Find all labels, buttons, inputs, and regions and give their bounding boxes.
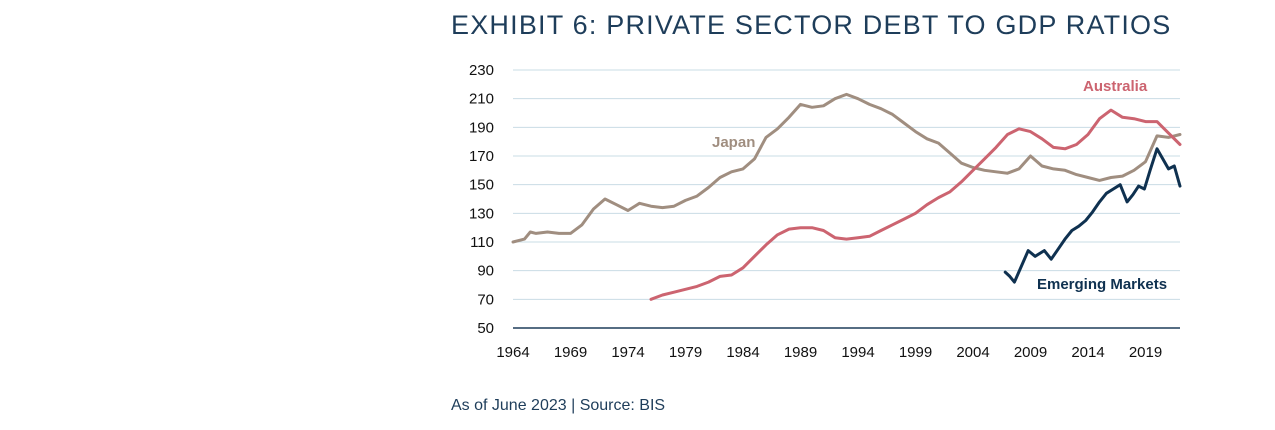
x-axis-tick-labels: 1964 1969 1974 1979 1984 1989 1994 1999 2004 2009…: [496, 344, 1162, 361]
series-line-australia: [649, 108, 1182, 301]
y-axis-tick-labels: 50 70 90 110 130 150 170 190 210 230: [469, 62, 494, 337]
y-tick-label: 70: [477, 291, 494, 308]
x-tick-label: 2004: [956, 344, 989, 361]
y-tick-label: 150: [469, 177, 494, 194]
x-tick-label: 1979: [669, 344, 702, 361]
source-note: As of June 2023 | Source: BIS: [451, 397, 666, 414]
x-tick-label: 1974: [611, 344, 644, 361]
grid-lines: [513, 69, 1180, 300]
x-tick-label: 1994: [841, 344, 874, 361]
y-tick-label: 190: [469, 119, 494, 136]
y-tick-label: 110: [470, 234, 494, 251]
x-tick-label: 1969: [554, 344, 587, 361]
series-label-australia: Australia: [1083, 78, 1148, 95]
x-tick-label: 2019: [1129, 344, 1162, 361]
series-label-emerging-markets: Emerging Markets: [1037, 276, 1167, 293]
y-tick-label: 210: [469, 91, 494, 108]
y-tick-label: 170: [469, 148, 494, 165]
x-tick-label: 2009: [1014, 344, 1047, 361]
y-tick-label: 230: [469, 62, 494, 79]
series-line-emerging-markets: [1003, 147, 1182, 284]
y-tick-label: 50: [477, 320, 494, 337]
series-label-japan: Japan: [712, 134, 755, 151]
series-line-japan: [511, 92, 1182, 244]
series-lines: [511, 92, 1182, 301]
x-tick-label: 1999: [899, 344, 932, 361]
x-tick-label: 1964: [496, 344, 529, 361]
y-tick-label: 90: [477, 263, 494, 280]
x-tick-label: 1984: [726, 344, 759, 361]
y-tick-label: 130: [469, 205, 494, 222]
chart-title: EXHIBIT 6: PRIVATE SECTOR DEBT TO GDP RA…: [451, 10, 1172, 40]
x-tick-label: 1989: [784, 344, 817, 361]
x-tick-label: 2014: [1071, 344, 1104, 361]
